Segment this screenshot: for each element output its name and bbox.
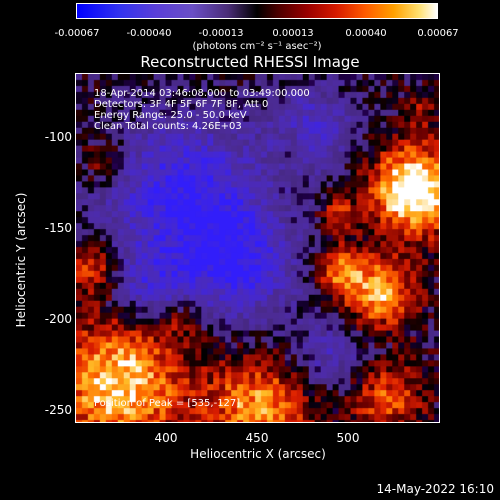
info-energy-range: Energy Range: 25.0 - 50.0 keV [94, 110, 247, 121]
y-tick-label: -250 [44, 403, 72, 417]
date-stamp: 14-May-2022 16:10 [376, 482, 494, 496]
x-tick-label: 500 [336, 431, 360, 445]
info-detectors: Detectors: 3F 4F 5F 6F 7F 8F, Att 0 [94, 99, 269, 110]
heatmap-image [76, 74, 439, 422]
x-axis-label: Heliocentric X (arcsec) [190, 447, 326, 461]
colorbar [76, 3, 438, 19]
peak-position-label: Position of Peak = [535,-127] [94, 398, 241, 409]
colorbar-tick-label: 0.00013 [272, 28, 314, 39]
y-axis-label: Heliocentric Y (arcsec) [14, 192, 28, 328]
plot-title: Reconstructed RHESSI Image [140, 53, 360, 71]
info-clean-counts: Clean Total counts: 4.26E+03 [94, 121, 242, 132]
colorbar-units-label: (photons cm⁻² s⁻¹ asec⁻²) [192, 41, 322, 52]
colorbar-tick-label: 0.00067 [417, 28, 459, 39]
y-tick-label: -150 [44, 221, 72, 235]
info-time-range: 18-Apr-2014 03:46:08.000 to 03:49:00.000 [94, 88, 310, 99]
colorbar-tick-label: -0.00040 [126, 28, 172, 39]
colorbar-tick-label: 0.00040 [345, 28, 387, 39]
colorbar-tick-label: -0.00013 [198, 28, 244, 39]
y-tick-label: -100 [44, 130, 72, 144]
y-tick-label: -200 [44, 312, 72, 326]
plot-area: 18-Apr-2014 03:46:08.000 to 03:49:00.000… [75, 73, 440, 423]
x-tick-label: 400 [154, 431, 178, 445]
x-tick-label: 450 [245, 431, 269, 445]
colorbar-tick-label: -0.00067 [54, 28, 100, 39]
